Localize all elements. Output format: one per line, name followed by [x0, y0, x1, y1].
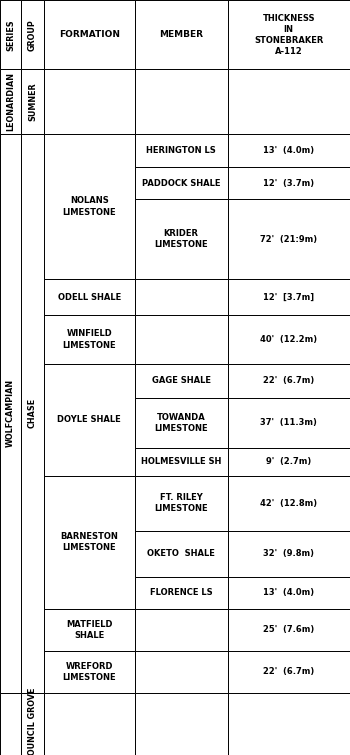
Bar [228, 279, 350, 315]
Text: DOYLE SHALE: DOYLE SHALE [57, 415, 121, 424]
Bar [21, 0, 44, 69]
Text: THICKNESS
IN
STONEBRAKER
A-112: THICKNESS IN STONEBRAKER A-112 [254, 14, 323, 56]
Bar [228, 69, 350, 134]
Bar [21, 69, 44, 134]
Bar [0, 693, 21, 755]
Bar [228, 531, 350, 577]
Text: 40'  (12.2m): 40' (12.2m) [260, 335, 317, 344]
Text: 42'  (12.8m): 42' (12.8m) [260, 498, 317, 507]
Bar [228, 476, 350, 531]
Bar [135, 476, 228, 531]
Text: CHASE: CHASE [28, 399, 37, 428]
Bar [0, 69, 21, 134]
Text: COUNCIL GROVE: COUNCIL GROVE [28, 687, 37, 755]
Text: KRIDER
LIMESTONE: KRIDER LIMESTONE [154, 230, 208, 249]
Bar [135, 199, 228, 279]
Text: 12'  (3.7m): 12' (3.7m) [263, 179, 314, 188]
Bar [44, 693, 135, 755]
Bar [44, 364, 135, 476]
Text: 37'  (11.3m): 37' (11.3m) [260, 418, 317, 427]
Bar [44, 476, 135, 609]
Text: MEMBER: MEMBER [159, 30, 203, 39]
Bar [44, 651, 135, 693]
Bar [135, 531, 228, 577]
Text: 22'  (6.7m): 22' (6.7m) [263, 376, 314, 385]
Text: 32'  (9.8m): 32' (9.8m) [263, 549, 314, 558]
Text: TOWANDA
LIMESTONE: TOWANDA LIMESTONE [154, 413, 208, 433]
Text: FT. RILEY
LIMESTONE: FT. RILEY LIMESTONE [154, 493, 208, 513]
Text: SUMNER: SUMNER [28, 82, 37, 121]
Bar [44, 0, 135, 69]
Bar [44, 279, 135, 315]
Text: 25'  (7.6m): 25' (7.6m) [263, 625, 314, 634]
Bar [228, 134, 350, 168]
Bar [21, 134, 44, 693]
Bar [135, 315, 228, 364]
Bar [228, 364, 350, 398]
Bar [135, 69, 228, 134]
Bar [228, 577, 350, 609]
Bar [44, 69, 135, 134]
Text: FORMATION: FORMATION [59, 30, 120, 39]
Bar [228, 609, 350, 651]
Bar [44, 134, 135, 279]
Text: GROUP: GROUP [28, 19, 37, 51]
Bar [44, 315, 135, 364]
Bar [135, 168, 228, 199]
Text: GAGE SHALE: GAGE SHALE [152, 376, 211, 385]
Text: BARNESTON
LIMESTONE: BARNESTON LIMESTONE [60, 532, 118, 552]
Bar [135, 364, 228, 398]
Bar [135, 448, 228, 476]
Bar [135, 0, 228, 69]
Bar [135, 398, 228, 448]
Bar [228, 398, 350, 448]
Bar [44, 609, 135, 651]
Text: MATFIELD
SHALE: MATFIELD SHALE [66, 620, 112, 639]
Text: 13'  (4.0m): 13' (4.0m) [263, 588, 314, 597]
Bar [228, 199, 350, 279]
Bar [135, 609, 228, 651]
Bar [228, 651, 350, 693]
Text: WREFORD
LIMESTONE: WREFORD LIMESTONE [62, 662, 116, 682]
Bar [135, 279, 228, 315]
Text: 12'  [3.7m]: 12' [3.7m] [263, 293, 314, 302]
Text: WOLFCAMPIAN: WOLFCAMPIAN [6, 379, 15, 448]
Text: HERINGTON LS: HERINGTON LS [146, 146, 216, 155]
Bar [0, 134, 21, 693]
Bar [135, 134, 228, 168]
Text: 22'  (6.7m): 22' (6.7m) [263, 667, 314, 676]
Text: WINFIELD
LIMESTONE: WINFIELD LIMESTONE [62, 329, 116, 350]
Text: 72'  (21:9m): 72' (21:9m) [260, 235, 317, 244]
Bar [135, 577, 228, 609]
Text: SERIES: SERIES [6, 19, 15, 51]
Bar [135, 651, 228, 693]
Bar [0, 0, 21, 69]
Text: NOLANS
LIMESTONE: NOLANS LIMESTONE [62, 196, 116, 217]
Bar [21, 693, 44, 755]
Bar [228, 0, 350, 69]
Text: PADDOCK SHALE: PADDOCK SHALE [142, 179, 220, 188]
Text: LEONARDIAN: LEONARDIAN [6, 72, 15, 131]
Bar [228, 168, 350, 199]
Bar [228, 315, 350, 364]
Text: OKETO  SHALE: OKETO SHALE [147, 549, 215, 558]
Text: 9'  (2.7m): 9' (2.7m) [266, 458, 312, 467]
Text: ODELL SHALE: ODELL SHALE [58, 293, 121, 302]
Bar [228, 693, 350, 755]
Text: FLORENCE LS: FLORENCE LS [150, 588, 212, 597]
Bar [135, 693, 228, 755]
Text: 13'  (4.0m): 13' (4.0m) [263, 146, 314, 155]
Text: HOLMESVILLE SH: HOLMESVILLE SH [141, 458, 221, 467]
Bar [228, 448, 350, 476]
